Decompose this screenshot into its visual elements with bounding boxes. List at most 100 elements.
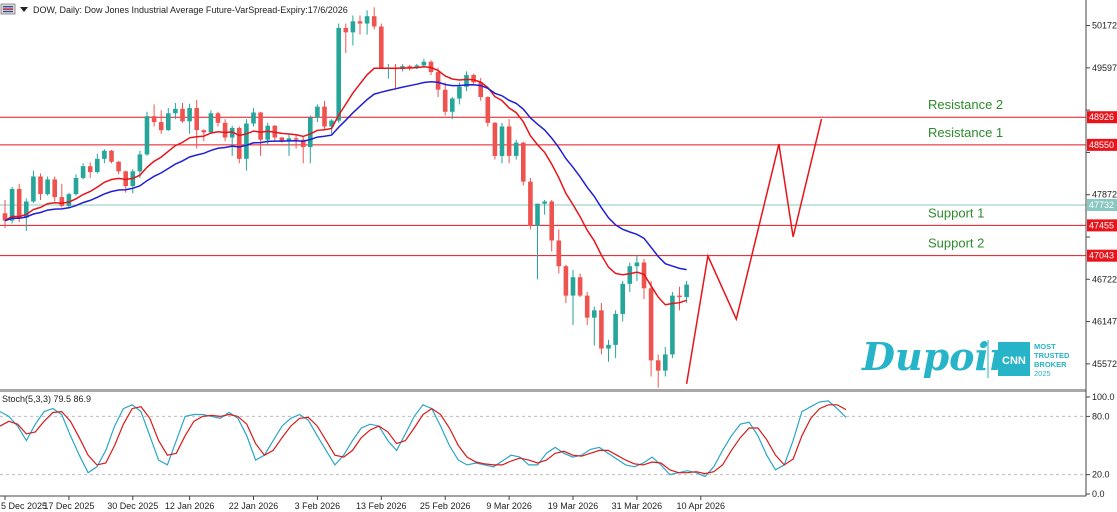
candle-body: [592, 310, 597, 318]
candle-body: [16, 188, 22, 218]
level-badge-text: 47043: [1089, 251, 1114, 261]
candle-body: [293, 138, 299, 140]
stochastic-title: Stoch(5,3,3) 79.5 86.9: [2, 394, 91, 404]
candle-body: [577, 277, 583, 296]
candle-body: [201, 130, 207, 133]
time-tick-label: 12 Jan 2026: [165, 501, 215, 511]
time-tick-label: 10 Apr 2026: [677, 501, 726, 511]
level-badge-text: 48550: [1089, 140, 1114, 150]
candle-body: [173, 108, 178, 114]
price-tick-label: 45572: [1092, 359, 1117, 369]
stochastic-signal-line: [0, 404, 847, 475]
candle-body: [137, 154, 143, 172]
candle-body: [627, 266, 633, 284]
time-tick-label: 5 Dec 2025: [1, 501, 47, 511]
candle-body: [343, 27, 349, 33]
price-tick-label: 46147: [1092, 317, 1117, 327]
candle-body: [407, 66, 412, 68]
cnn-badge-box: [998, 342, 1030, 376]
stoch-tick-label: 100.0: [1092, 392, 1115, 402]
candle-body: [329, 120, 334, 127]
time-tick-label: 30 Dec 2025: [107, 501, 158, 511]
candle-body: [371, 16, 377, 27]
level-badge: [1087, 111, 1117, 124]
candle-body: [102, 150, 107, 159]
dropdown-arrow-icon[interactable]: [20, 7, 28, 12]
candle-body: [300, 139, 306, 148]
candle-body: [655, 360, 661, 371]
support-resistance-lines: [0, 116, 1086, 257]
candle-body: [357, 21, 363, 24]
stochastic-axis: 100.0 80.0 20.0 0.0: [0, 392, 1115, 499]
price-panel[interactable]: 50172 49597 47872 46722 46147 45572 Resistanc…: [0, 0, 1117, 389]
candle-body: [80, 166, 86, 178]
candle-body: [315, 106, 320, 118]
candle-body: [620, 283, 625, 314]
candle-body: [677, 295, 682, 298]
candle-body: [59, 197, 65, 206]
candle-body: [151, 116, 157, 123]
logo-line-4: 2025: [1034, 369, 1051, 378]
candle-body: [513, 142, 519, 156]
candle-body: [499, 126, 505, 156]
time-tick-label: 22 Jan 2026: [229, 501, 279, 511]
candle-body: [442, 89, 448, 112]
candle-body: [528, 181, 533, 226]
menu-icon[interactable]: [0, 3, 16, 15]
candle-body: [606, 344, 611, 349]
candle-body: [279, 137, 285, 142]
candle-body: [73, 177, 79, 195]
chart-title: DOW, Daily: Dow Jones Industrial Average…: [33, 5, 348, 15]
candle-body: [599, 310, 604, 349]
candle-body: [521, 142, 526, 182]
candle-body: [208, 113, 214, 133]
candle-body: [95, 158, 100, 173]
time-tick-label: 9 Mar 2026: [486, 501, 532, 511]
price-tick-label: 49597: [1092, 63, 1117, 73]
stoch-tick-label: 0.0: [1092, 489, 1105, 499]
candle-body: [123, 171, 128, 187]
level-badge-text: 47455: [1089, 220, 1114, 230]
candle-body: [478, 82, 483, 98]
stochastic-panel[interactable]: 100.0 80.0 20.0 0.0 Stoch(5,3,3) 79.5 86.9: [0, 392, 1115, 499]
candle-body: [414, 65, 420, 68]
time-tick-label: 3 Feb 2026: [295, 501, 341, 511]
time-tick-label: 25 Feb 2026: [420, 501, 471, 511]
level-label: Resistance 2: [928, 97, 1003, 112]
level-badge: [1087, 249, 1117, 262]
candle-body: [45, 179, 50, 195]
candle-body: [584, 295, 590, 318]
price-badges: 48926 48550 47455 47043 47732: [1087, 111, 1117, 262]
candle-body: [2, 213, 8, 221]
candle-body: [322, 106, 327, 127]
candle-body: [670, 295, 675, 355]
candle-body: [116, 161, 121, 172]
price-tick-label: 46722: [1092, 274, 1117, 284]
candle-body: [613, 313, 618, 345]
candle-body: [194, 108, 199, 131]
candle-body: [215, 113, 221, 123]
price-axis: 50172 49597 47872 46722 46147 45572: [1086, 21, 1117, 369]
candle-body: [684, 284, 689, 298]
logo-brand: Dupoin: [861, 334, 1017, 379]
candle-body: [535, 203, 540, 226]
candle-body: [180, 108, 185, 122]
cnn-badge-text: CNN: [1002, 355, 1026, 367]
stochastic-background: [0, 392, 1086, 496]
candle-body: [158, 122, 164, 131]
time-tick-label: 17 Dec 2025: [43, 501, 94, 511]
candle-body: [421, 61, 427, 66]
candle-body: [506, 126, 512, 156]
chart-header: DOW, Daily: Dow Jones Industrial Average…: [0, 3, 348, 15]
candle-body: [471, 75, 476, 83]
candle-body: [265, 125, 270, 140]
candle-body: [38, 176, 43, 195]
candlestick-series: [2, 7, 689, 388]
candle-body: [549, 201, 554, 241]
level-label: Support 2: [928, 236, 984, 251]
candle-body: [187, 108, 192, 122]
candle-body: [663, 354, 668, 371]
panel-separator[interactable]: [0, 389, 1086, 392]
